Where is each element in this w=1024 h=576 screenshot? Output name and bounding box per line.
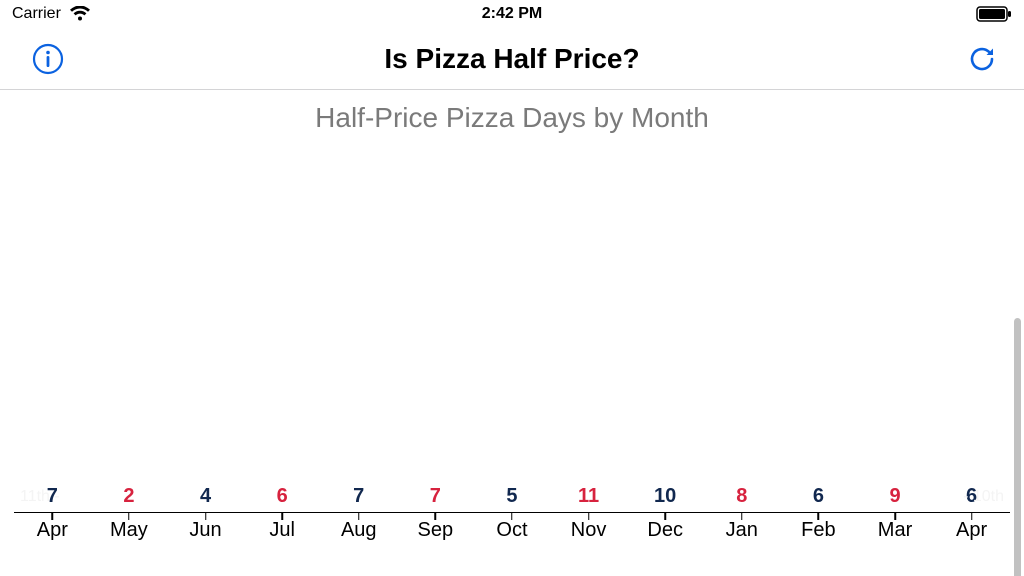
status-time: 2:42 PM xyxy=(345,5,678,23)
x-tick: Jun xyxy=(167,513,244,550)
x-tick: Aug xyxy=(320,513,397,550)
bar-value-label: 8 xyxy=(736,485,747,508)
bar-value-label: 7 xyxy=(430,485,441,508)
bar-value-label: 10 xyxy=(654,485,676,508)
left-edge-note: 11th - xyxy=(20,488,60,506)
bar-slot: 8 xyxy=(703,485,780,512)
bar-value-label: 5 xyxy=(506,485,517,508)
refresh-button[interactable] xyxy=(962,39,1002,79)
bar-value-label: 9 xyxy=(889,485,900,508)
x-tick: Apr xyxy=(933,513,1010,550)
bar-chart: 724677511108696 AprMayJunJulAugSepOctNov… xyxy=(0,140,1024,550)
scroll-indicator xyxy=(1014,318,1021,576)
bar-slot: 7 xyxy=(320,485,397,512)
x-tick: Nov xyxy=(550,513,627,550)
bar-value-label: 7 xyxy=(353,485,364,508)
x-axis: AprMayJunJulAugSepOctNovDecJanFebMarApr xyxy=(14,512,1010,550)
x-tick: May xyxy=(91,513,168,550)
nav-bar: Is Pizza Half Price? xyxy=(0,28,1024,90)
x-tick: Mar xyxy=(857,513,934,550)
bar-value-label: 6 xyxy=(813,485,824,508)
x-tick: Dec xyxy=(627,513,704,550)
x-tick: Feb xyxy=(780,513,857,550)
bar-slot: 6 xyxy=(780,485,857,512)
bar-value-label: 6 xyxy=(277,485,288,508)
bar-value-label: 4 xyxy=(200,485,211,508)
status-bar: Carrier 2:42 PM xyxy=(0,0,1024,28)
bar-value-label: 2 xyxy=(123,485,134,508)
info-button[interactable] xyxy=(28,39,68,79)
bar-slot: 4 xyxy=(167,485,244,512)
bar-slot: 7 xyxy=(397,485,474,512)
right-edge-note: - 10th xyxy=(963,488,1004,506)
content-area: Half-Price Pizza Days by Month 724677511… xyxy=(0,90,1024,576)
bar-slot: 10 xyxy=(627,485,704,512)
chart-title: Half-Price Pizza Days by Month xyxy=(0,102,1024,134)
page-title: Is Pizza Half Price? xyxy=(0,43,1024,75)
bar-value-label: 11 xyxy=(578,485,599,508)
bar-slot: 6 xyxy=(244,485,321,512)
x-tick: Apr xyxy=(14,513,91,550)
bar-slot: 5 xyxy=(474,485,551,512)
carrier-label: Carrier xyxy=(12,5,61,23)
x-tick: Sep xyxy=(397,513,474,550)
x-tick: Jan xyxy=(703,513,780,550)
wifi-icon xyxy=(69,6,91,22)
x-tick: Jul xyxy=(244,513,321,550)
x-tick: Oct xyxy=(474,513,551,550)
battery-icon xyxy=(976,6,1012,22)
bar-slot: 11 xyxy=(550,485,627,512)
bar-slot: 9 xyxy=(857,485,934,512)
bar-slot: 2 xyxy=(91,485,168,512)
